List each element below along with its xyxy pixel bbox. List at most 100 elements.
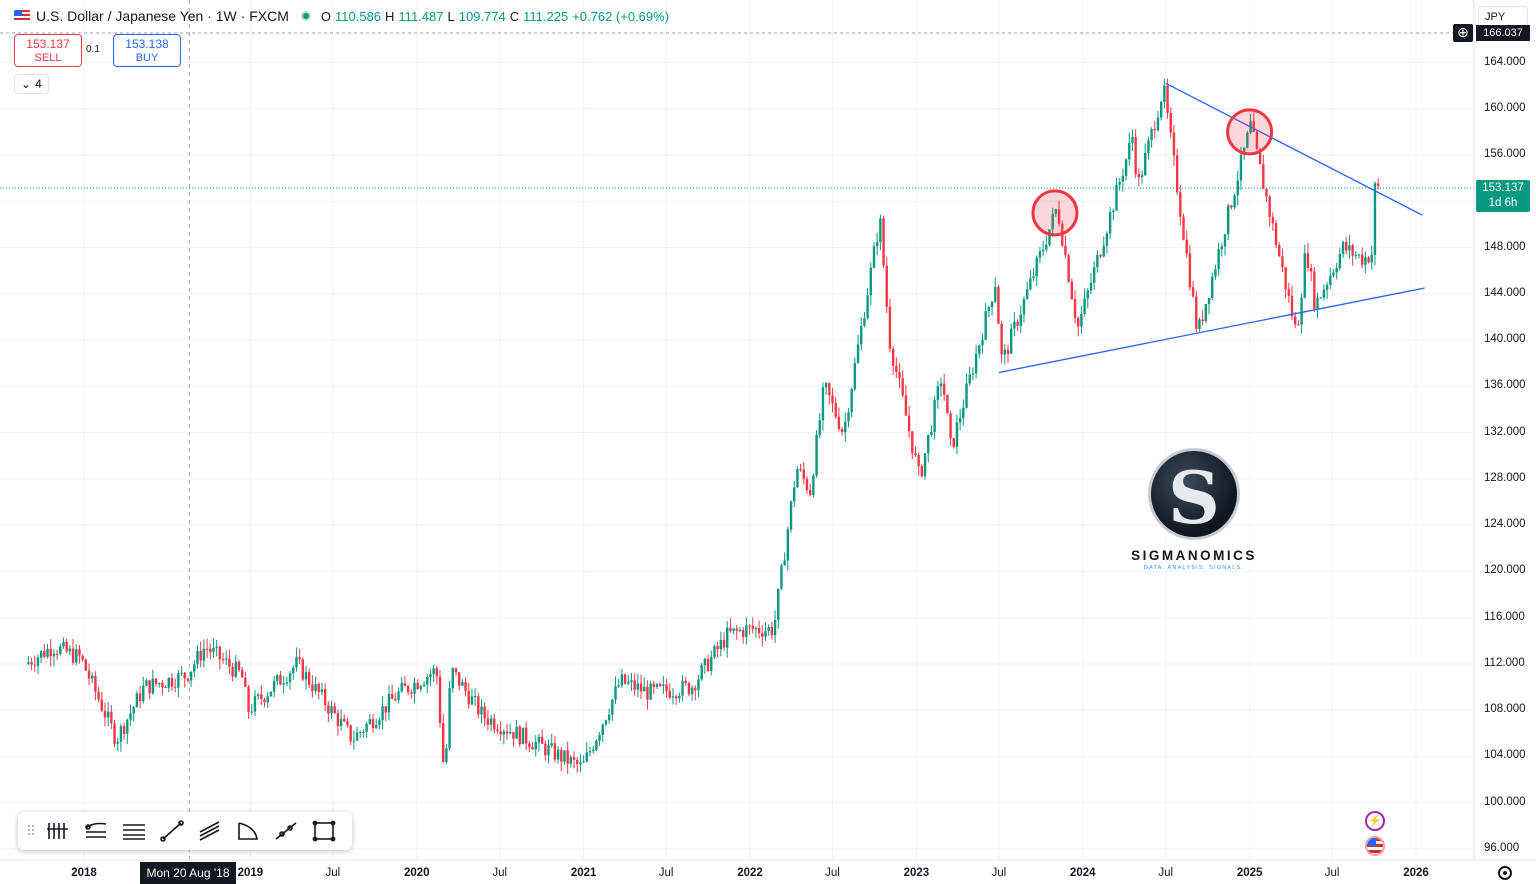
candle-body xyxy=(52,653,56,657)
candle-body xyxy=(1214,269,1217,277)
candle-body xyxy=(486,718,490,725)
add-plus-icon[interactable]: ⊕ xyxy=(1453,24,1473,42)
us-flag-round-icon[interactable] xyxy=(1365,836,1385,856)
settings-gear-icon[interactable] xyxy=(1498,866,1512,880)
pitchfork-icon[interactable] xyxy=(192,816,228,846)
candle-body xyxy=(895,365,898,373)
drag-handle-icon[interactable]: ⠿ xyxy=(25,823,37,839)
parallel-channel-icon[interactable] xyxy=(116,816,152,846)
candle-body xyxy=(158,683,161,685)
candle-body xyxy=(786,529,790,561)
arc-icon[interactable] xyxy=(230,816,266,846)
candle-body xyxy=(39,651,43,658)
candle-body xyxy=(671,696,675,698)
candle-body xyxy=(1003,349,1007,355)
candle-body xyxy=(566,750,569,764)
sell-button[interactable]: 153.137 SELL xyxy=(14,34,82,67)
candle-body xyxy=(269,691,273,697)
candle-body xyxy=(1019,314,1022,326)
candle-body xyxy=(46,648,49,657)
indicators-collapse-button[interactable]: ⌄ 4 xyxy=(14,74,49,94)
candle-body xyxy=(1067,255,1070,282)
path-icon[interactable] xyxy=(268,816,304,846)
buy-button[interactable]: 153.138 BUY xyxy=(113,34,181,67)
fib-retracement-icon[interactable] xyxy=(78,816,114,846)
candle-body xyxy=(1077,318,1080,327)
candle-body xyxy=(1118,181,1121,185)
candle-body xyxy=(920,466,924,477)
logo-tagline: DATA. ANALYSIS. SIGNALS. xyxy=(1143,565,1245,571)
candle-body xyxy=(780,565,783,589)
candle-body xyxy=(1089,282,1093,291)
candle-body xyxy=(591,749,595,752)
candle-body xyxy=(196,650,199,665)
candle-body xyxy=(250,711,253,713)
rectangle-icon[interactable] xyxy=(306,816,342,846)
candle-body xyxy=(719,639,723,650)
candle-body xyxy=(1191,287,1195,297)
candle-body xyxy=(904,395,908,416)
candle-body xyxy=(636,683,640,690)
candle-body xyxy=(448,688,451,749)
candle-body xyxy=(1233,195,1236,208)
candle-body xyxy=(509,732,512,734)
time-tick-label: Jul xyxy=(325,867,341,879)
candle-body xyxy=(601,724,604,735)
candle-body xyxy=(863,318,866,326)
candle-body xyxy=(477,696,480,715)
long-position-icon[interactable] xyxy=(40,816,76,846)
highlight-circle xyxy=(1226,108,1274,156)
candle-body xyxy=(256,694,260,697)
crosshair-date-label: Mon 20 Aug '18 xyxy=(140,862,236,884)
candle-body xyxy=(445,748,448,763)
candle-body xyxy=(429,674,432,678)
candle-body xyxy=(815,434,818,476)
candle-body xyxy=(936,386,940,400)
candle-body xyxy=(652,683,656,687)
candle-body xyxy=(754,628,758,630)
candle-body xyxy=(1309,267,1313,272)
candle-body xyxy=(304,672,308,680)
candle-body xyxy=(343,719,346,722)
candle-body xyxy=(726,627,729,648)
candle-body xyxy=(406,686,410,693)
lightning-icon[interactable]: ⚡ xyxy=(1365,811,1385,831)
candle-body xyxy=(451,668,454,689)
candle-body xyxy=(687,682,691,695)
candle-body xyxy=(662,684,665,686)
candle-body xyxy=(556,749,560,760)
candle-body xyxy=(199,650,202,661)
candle-body xyxy=(1376,183,1380,186)
last-price-badge: 153.137 1d 6h xyxy=(1476,180,1530,212)
candle-body xyxy=(764,631,767,637)
candle-body xyxy=(1239,154,1243,181)
candle-body xyxy=(148,680,151,694)
candle-body xyxy=(674,696,678,699)
candle-body xyxy=(898,372,901,379)
time-tick-label: 2021 xyxy=(570,867,597,879)
candle-body xyxy=(1274,223,1278,246)
candle-body xyxy=(1306,253,1310,268)
candle-body xyxy=(145,680,148,686)
candle-body xyxy=(560,749,563,762)
candle-body xyxy=(346,721,349,726)
candle-body xyxy=(850,389,853,413)
time-tick-label: 2024 xyxy=(1069,867,1096,879)
price-tick-label: 132.000 xyxy=(1484,425,1526,438)
candle-body xyxy=(65,641,68,652)
currency-selector[interactable]: JPY xyxy=(1478,6,1528,28)
candle-body xyxy=(981,339,984,346)
candle-body xyxy=(789,501,793,530)
trend-line-icon[interactable] xyxy=(154,816,190,846)
candle-body xyxy=(97,691,100,700)
candle-body xyxy=(496,729,499,732)
candle-body xyxy=(378,720,381,725)
candle-body xyxy=(958,418,962,423)
candle-body xyxy=(403,683,407,687)
candle-body xyxy=(349,725,352,742)
candle-body xyxy=(263,699,266,703)
candle-body xyxy=(266,696,269,703)
candle-body xyxy=(365,723,368,732)
symbol-title[interactable]: U.S. Dollar / Japanese Yen · 1W · FXCM xyxy=(36,8,289,24)
